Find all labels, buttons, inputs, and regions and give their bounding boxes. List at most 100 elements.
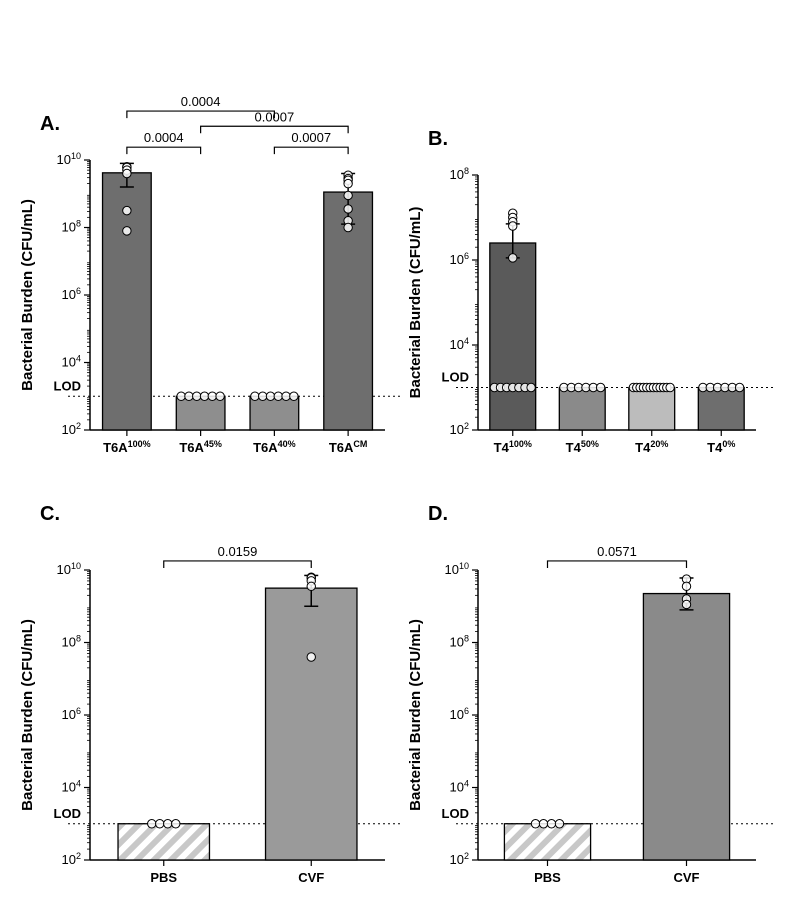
y-tick-label: 106 [62,706,81,722]
stat-bracket [274,147,348,154]
y-tick-label: 102 [62,851,81,867]
p-value: 0.0159 [218,544,258,559]
lod-label: LOD [54,806,81,821]
panel-C: C.1021041061081010Bacterial Burden (CFU/… [19,503,403,885]
stat-bracket [164,561,312,568]
data-point [307,582,315,590]
y-axis-label: Bacterial Burden (CFU/mL) [407,207,424,399]
stat-bracket [127,111,275,118]
stat-bracket [127,147,201,154]
data-point [282,392,290,400]
x-tick-label: T6A100% [103,439,151,455]
data-point [539,820,547,828]
data-point [193,392,201,400]
data-point [596,383,604,391]
panel-label: B. [428,128,448,150]
data-point [274,392,282,400]
p-value: 0.0004 [181,94,221,109]
data-point [251,392,259,400]
lod-label: LOD [442,806,469,821]
data-point [509,254,517,262]
data-point [547,820,555,828]
y-axis-label: Bacterial Burden (CFU/mL) [19,199,36,391]
y-tick-label: 108 [62,634,81,650]
x-tick-label: T420% [635,439,668,455]
data-point [258,392,266,400]
data-point [555,820,563,828]
p-value: 0.0007 [254,109,294,124]
y-tick-label: 106 [450,706,469,722]
y-tick-label: 104 [450,779,469,795]
y-tick-label: 102 [62,421,81,437]
p-value: 0.0004 [144,130,184,145]
x-tick-label: CVF [674,870,700,885]
y-axis-label: Bacterial Burden (CFU/mL) [407,619,424,811]
data-point [208,392,216,400]
data-point [344,191,352,199]
x-tick-label: PBS [534,870,561,885]
data-point [290,392,298,400]
p-value: 0.0007 [291,130,331,145]
data-point [266,392,274,400]
data-point [682,582,690,590]
bar [266,588,357,860]
y-tick-label: 1010 [445,561,469,577]
data-point [666,383,674,391]
data-point [123,227,131,235]
bar [250,396,299,430]
y-tick-label: 1010 [57,561,81,577]
x-tick-label: T6ACM [329,439,368,455]
data-point [509,222,517,230]
x-tick-label: T6A40% [253,439,296,455]
data-point [527,383,535,391]
data-point [531,820,539,828]
bar [490,243,536,430]
bar [643,594,729,860]
x-tick-label: T4100% [494,439,532,455]
y-tick-label: 106 [62,286,81,302]
data-point [164,820,172,828]
data-point [344,179,352,187]
y-tick-label: 106 [450,251,469,267]
x-tick-label: T450% [566,439,599,455]
y-tick-label: 1010 [57,151,81,167]
bar [698,388,744,431]
panel-label: D. [428,503,448,525]
bar [629,388,675,431]
y-tick-label: 104 [62,354,81,370]
bar [176,396,225,430]
data-point [177,392,185,400]
x-tick-label: PBS [150,870,177,885]
y-tick-label: 108 [450,166,469,182]
p-value: 0.0571 [597,544,637,559]
data-point [682,600,690,608]
data-point [735,383,743,391]
panel-label: C. [40,503,60,525]
y-tick-label: 104 [450,336,469,352]
data-point [172,820,180,828]
data-point [200,392,208,400]
figure-root: A. 102 104 106 108 1010 Bacterial Burden (CFU/… [0,0,800,906]
data-point [185,392,193,400]
data-point [344,205,352,213]
bar [504,824,590,860]
data-point [307,653,315,661]
data-point [123,206,131,214]
stat-bracket [548,561,687,568]
data-point [216,392,224,400]
panel-D: D. 102 104 106 108 1010 Bacterial Burden (CFU/… [407,503,774,885]
x-tick-label: CVF [298,870,324,885]
y-tick-label: 108 [62,219,81,235]
y-tick-label: 108 [450,634,469,650]
bar [559,388,605,431]
data-point [344,223,352,231]
lod-label: LOD [442,370,469,385]
y-axis-label: Bacterial Burden (CFU/mL) [19,619,36,811]
panel-A: A. 102 104 106 108 1010 Bacterial Burden (CFU/… [19,94,403,455]
panel-label: A. [40,113,60,135]
data-point [148,820,156,828]
lod-label: LOD [54,378,81,393]
bar [118,824,209,860]
y-tick-label: 102 [450,851,469,867]
x-tick-label: T40% [707,439,735,455]
